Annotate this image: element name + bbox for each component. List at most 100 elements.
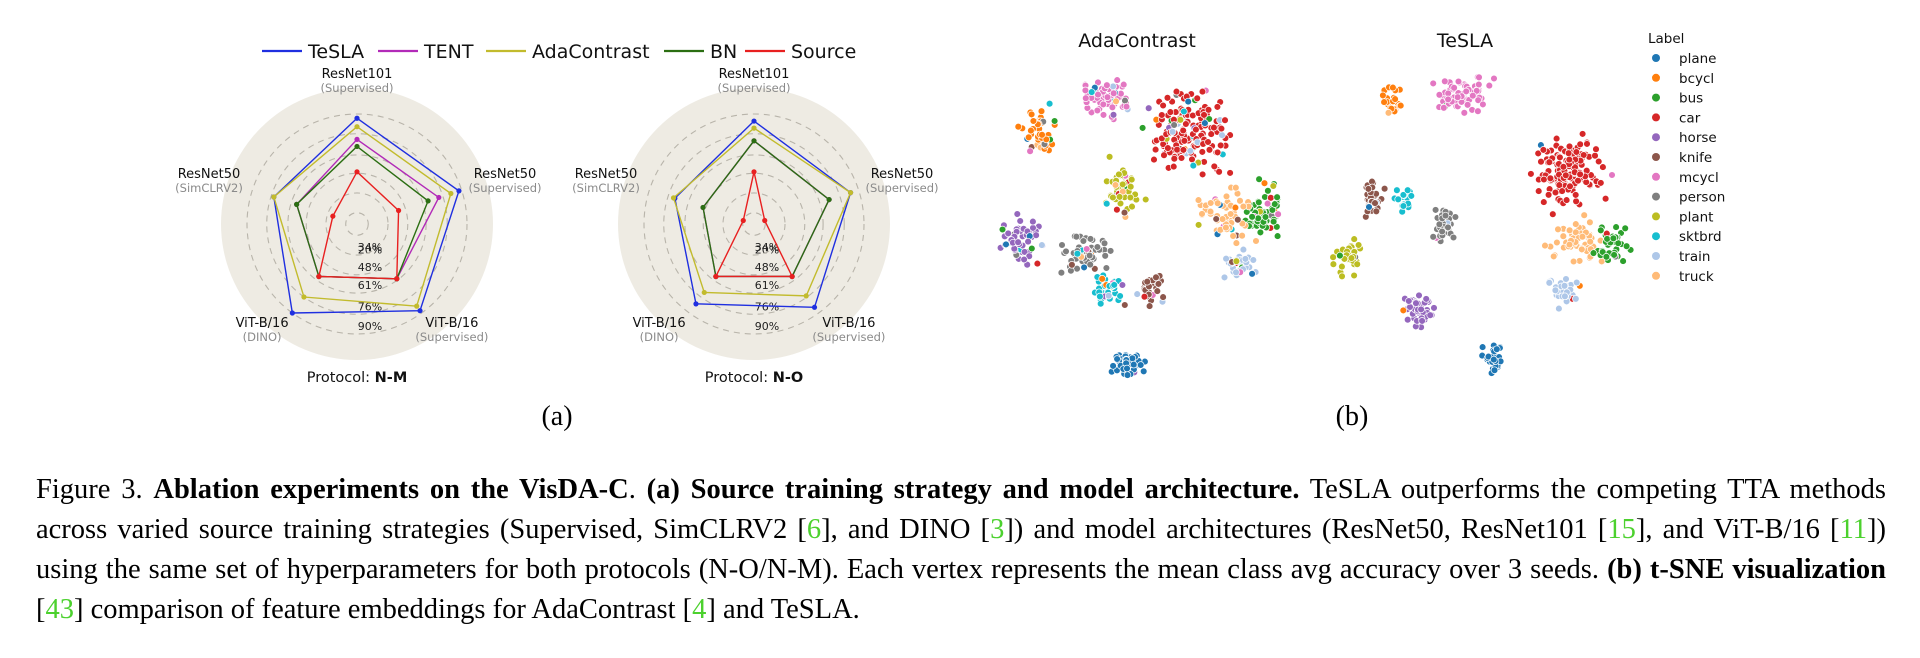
tsne-point (1449, 233, 1458, 242)
tsne-point (1545, 158, 1554, 166)
tsne-point (1544, 191, 1553, 199)
tsne-point (1394, 195, 1402, 204)
tsne-point (1586, 218, 1594, 227)
tsne-point (1572, 295, 1580, 303)
tsne-point (1109, 111, 1118, 119)
caption-text: ]) using the same set of hyperparameters… (36, 514, 1886, 585)
tsne-point (1232, 183, 1240, 192)
tsne-point (1139, 367, 1148, 376)
tsne-point (1229, 232, 1237, 240)
radar-axis-sublabel: (DINO) (640, 330, 679, 344)
radar-point (701, 289, 707, 296)
tsne-point (1621, 224, 1629, 233)
tsne-point (1541, 241, 1549, 250)
tsne-point (1329, 253, 1337, 261)
tsne-point (1082, 245, 1091, 253)
tsne-point (1188, 155, 1196, 164)
tsne-point (1534, 149, 1542, 158)
tsne-point (1033, 259, 1042, 268)
tsne-point (1412, 299, 1420, 307)
citation-link[interactable]: 6 (806, 514, 822, 545)
tsne-point (1399, 202, 1408, 210)
tsne-point (1118, 180, 1127, 189)
tsne-point (1371, 199, 1379, 207)
tsne-point (1027, 110, 1036, 119)
tsne-point (1475, 73, 1483, 82)
radar-axis-label: ViT-B/16 (236, 316, 289, 331)
radar-gridline (684, 154, 824, 294)
tsne-point (1113, 355, 1121, 363)
tsne-point (1239, 245, 1248, 254)
tsne-point (1172, 87, 1181, 96)
tsne-point (1619, 257, 1627, 265)
tsne-point (1462, 87, 1470, 96)
class-legend-label: plant (1679, 209, 1713, 225)
tsne-point (1610, 251, 1618, 259)
caption-text: [ (36, 594, 46, 625)
class-legend-label: train (1679, 249, 1710, 265)
class-legend-marker (1652, 232, 1660, 241)
tsne-point (1037, 107, 1046, 115)
tsne-point (1205, 146, 1214, 154)
tsne-point (1180, 137, 1189, 145)
tsne-point (1222, 254, 1230, 263)
class-legend-marker (1652, 212, 1660, 221)
tsne-point (1231, 203, 1240, 212)
radar-axis-label: ResNet50 (178, 167, 241, 182)
tsne-point (1329, 260, 1338, 268)
radar-axis-sublabel: (Supervised) (320, 81, 393, 95)
class-legend-marker (1652, 153, 1660, 161)
class-legend-title: Label (1648, 31, 1684, 47)
tsne-point (1173, 145, 1181, 154)
radar-point (425, 198, 431, 204)
citation-link[interactable]: 3 (990, 514, 1005, 545)
caption-text: ], and DINO [ (821, 514, 991, 545)
tsne-point (1087, 88, 1096, 96)
tsne-point (1204, 138, 1212, 146)
tsne-point (1136, 361, 1145, 369)
tsne-point (1170, 121, 1178, 129)
tsne-point (1163, 94, 1172, 102)
tsne-point (1565, 240, 1574, 249)
tsne-point (1540, 198, 1548, 206)
citation-link[interactable]: 11 (1839, 514, 1868, 545)
method-legend: TeSLA TENT AdaContrast BN Source (262, 41, 856, 63)
tsne-point (1336, 251, 1344, 260)
citation-link[interactable]: 15 (1607, 514, 1636, 545)
tsne-point (1127, 175, 1136, 184)
tsne-point (1170, 154, 1179, 163)
tsne-point (1182, 120, 1190, 128)
radar-tick-label: 48% (755, 261, 779, 274)
tsne-point (1453, 93, 1462, 101)
class-legend-marker (1652, 73, 1660, 82)
radar-point (803, 293, 809, 299)
caption-figure-number: Figure 3. (36, 474, 143, 505)
tsne-point (1399, 306, 1408, 315)
tsne-point (1222, 223, 1230, 232)
radar-point (436, 194, 442, 201)
radar-axis-label: ViT-B/16 (822, 316, 875, 331)
tsne-point (1460, 109, 1469, 117)
tsne-point (1249, 256, 1258, 264)
radar-tick-label: 34% (358, 241, 382, 254)
tsne-point (1594, 157, 1603, 166)
tsne-point (1578, 245, 1586, 254)
tsne-point (1559, 232, 1568, 240)
tsne-point (1206, 199, 1215, 207)
tsne-point (1159, 293, 1167, 301)
tsne-point (1490, 74, 1498, 83)
citation-link[interactable]: 4 (692, 594, 707, 625)
tsne-point (1122, 102, 1131, 111)
legend-label: AdaContrast (532, 41, 650, 63)
tsne-point (1558, 187, 1566, 195)
citation-link[interactable]: 43 (45, 594, 75, 625)
tsne-point (1474, 107, 1482, 115)
tsne-point (1429, 233, 1437, 241)
tsne-point (1232, 268, 1240, 277)
tsne-point (1113, 76, 1121, 84)
radar-point (354, 136, 360, 142)
tsne-point (1103, 81, 1111, 89)
radar-point (751, 118, 757, 124)
tsne-point (1572, 148, 1581, 156)
tsne-point (1479, 100, 1487, 109)
